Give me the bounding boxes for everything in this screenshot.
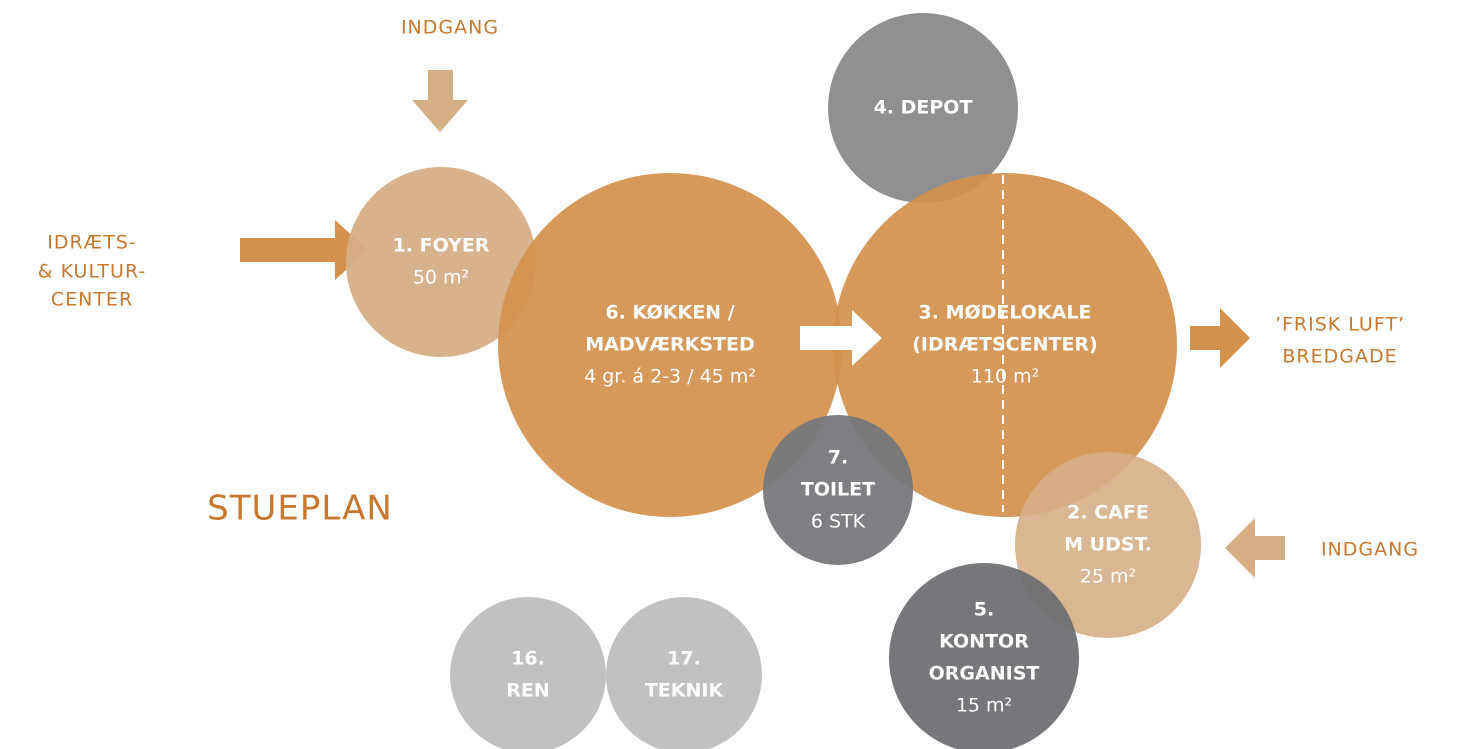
room-label: 2. CAFE — [1067, 502, 1149, 524]
room-circle — [606, 597, 762, 749]
room-circle — [346, 167, 536, 357]
room-label: 3. MØDELOKALE — [919, 302, 1092, 324]
room-label: 6 STK — [811, 511, 866, 533]
room-circle — [1015, 452, 1201, 638]
room-label: 1. FOYER — [393, 235, 490, 257]
label: CENTER — [51, 289, 133, 311]
room-circle — [828, 13, 1018, 203]
room-circle — [889, 563, 1079, 749]
room-label: 15 m² — [956, 695, 1012, 717]
room-label: 6. KØKKEN / — [605, 302, 734, 324]
nodes: 1. FOYER 50 m² 6. KØKKEN / MADVÆRKSTED 4 gr.… — [346, 13, 1201, 749]
room-circle — [498, 173, 842, 517]
arrow — [800, 310, 882, 366]
arrow — [1225, 518, 1285, 578]
room-label: 25 m² — [1080, 566, 1136, 588]
room-label: 5. — [974, 599, 994, 621]
room-label: 4 gr. á 2-3 / 45 m² — [584, 366, 756, 388]
label: & KULTUR- — [38, 261, 146, 283]
room-label: ORGANIST — [929, 663, 1040, 685]
arrow — [1190, 308, 1250, 368]
label: ’FRISK LUFT’ — [1275, 314, 1405, 336]
label: BREDGADE — [1282, 346, 1397, 368]
room-label: REN — [506, 680, 550, 702]
label: INDGANG — [401, 17, 499, 39]
arrow — [412, 70, 468, 132]
room-label: 17. — [667, 648, 701, 670]
room-label: 16. — [511, 648, 545, 670]
room-label: M UDST. — [1064, 534, 1152, 556]
room-label: 50 m² — [413, 267, 469, 289]
label: IDRÆTS- — [47, 232, 136, 254]
room-label: (IDRÆTSCENTER) — [912, 334, 1098, 356]
room-label: TOILET — [801, 479, 875, 501]
label: INDGANG — [1321, 539, 1419, 561]
room-label: 7. — [828, 447, 848, 469]
arrow — [240, 220, 368, 280]
room-label: TEKNIK — [645, 680, 725, 702]
title: STUEPLAN — [207, 489, 393, 529]
room-label: KONTOR — [939, 631, 1029, 653]
room-label: 4. DEPOT — [874, 97, 973, 119]
room-circle — [833, 173, 1177, 517]
room-circle — [763, 415, 913, 565]
room-label: 110 m² — [971, 366, 1039, 388]
room-circle — [450, 597, 606, 749]
room-label: MADVÆRKSTED — [585, 334, 754, 356]
